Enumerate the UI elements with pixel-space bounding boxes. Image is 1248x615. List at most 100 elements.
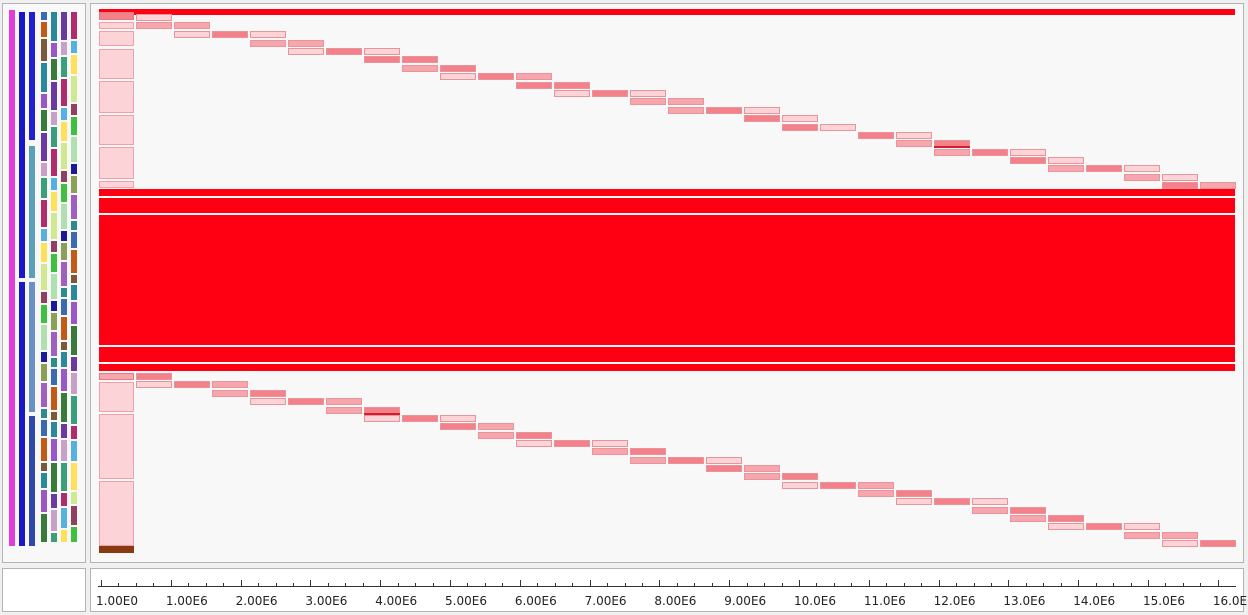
call-block[interactable]: [744, 115, 780, 122]
flame-timeline-panel[interactable]: [90, 3, 1244, 563]
call-block[interactable]: [1010, 149, 1046, 156]
call-block[interactable]: [934, 498, 970, 505]
call-block[interactable]: [630, 448, 666, 455]
call-block[interactable]: [554, 90, 590, 97]
call-block[interactable]: [99, 181, 134, 188]
call-block[interactable]: [478, 432, 514, 439]
call-block[interactable]: [99, 22, 134, 29]
call-block[interactable]: [136, 373, 172, 380]
main-block-band[interactable]: [99, 198, 1235, 213]
call-block[interactable]: [630, 457, 666, 464]
call-block[interactable]: [1048, 165, 1084, 172]
call-block[interactable]: [1124, 523, 1160, 530]
call-block[interactable]: [478, 423, 514, 430]
call-block[interactable]: [1162, 174, 1198, 181]
call-block[interactable]: [99, 414, 134, 479]
call-block[interactable]: [136, 22, 172, 29]
call-block[interactable]: [99, 382, 134, 412]
call-block[interactable]: [630, 90, 666, 97]
call-block[interactable]: [326, 407, 362, 414]
call-block[interactable]: [1162, 540, 1198, 547]
call-block[interactable]: [668, 457, 704, 464]
call-block[interactable]: [896, 132, 932, 139]
call-block[interactable]: [858, 490, 894, 497]
call-block[interactable]: [1086, 523, 1122, 530]
call-block[interactable]: [668, 98, 704, 105]
call-block-highlight[interactable]: [934, 146, 970, 148]
call-block[interactable]: [1010, 507, 1046, 514]
call-block[interactable]: [516, 73, 552, 80]
call-block[interactable]: [99, 115, 134, 145]
call-block[interactable]: [516, 440, 552, 447]
call-block[interactable]: [1162, 182, 1198, 189]
call-block[interactable]: [1124, 174, 1160, 181]
call-block[interactable]: [250, 31, 286, 38]
call-block[interactable]: [440, 415, 476, 422]
call-block[interactable]: [1200, 182, 1236, 189]
call-block[interactable]: [174, 381, 210, 388]
call-block[interactable]: [136, 14, 172, 21]
main-block[interactable]: [99, 215, 1235, 345]
call-block[interactable]: [250, 390, 286, 397]
call-block[interactable]: [99, 373, 134, 380]
call-block[interactable]: [516, 432, 552, 439]
call-block[interactable]: [250, 398, 286, 405]
call-block[interactable]: [1048, 523, 1084, 530]
call-block[interactable]: [288, 48, 324, 55]
call-block[interactable]: [972, 507, 1008, 514]
call-block[interactable]: [212, 381, 248, 388]
call-block[interactable]: [99, 147, 134, 179]
call-block[interactable]: [288, 40, 324, 47]
call-block[interactable]: [1048, 157, 1084, 164]
call-block[interactable]: [99, 481, 134, 546]
call-block[interactable]: [858, 482, 894, 489]
call-block[interactable]: [706, 465, 742, 472]
main-thread-bar[interactable]: [99, 9, 1235, 15]
call-block[interactable]: [364, 48, 400, 55]
call-block[interactable]: [858, 132, 894, 139]
call-block[interactable]: [99, 31, 134, 46]
call-block[interactable]: [896, 140, 932, 147]
call-block[interactable]: [896, 498, 932, 505]
call-block[interactable]: [440, 423, 476, 430]
call-block[interactable]: [1200, 540, 1236, 547]
call-block[interactable]: [1010, 515, 1046, 522]
call-block[interactable]: [744, 107, 780, 114]
call-block[interactable]: [402, 56, 438, 63]
call-block[interactable]: [706, 107, 742, 114]
call-block[interactable]: [174, 22, 210, 29]
call-block[interactable]: [972, 149, 1008, 156]
call-block[interactable]: [402, 415, 438, 422]
call-block[interactable]: [250, 40, 286, 47]
call-block[interactable]: [1010, 157, 1046, 164]
call-block-dark[interactable]: [99, 546, 134, 553]
call-block[interactable]: [478, 73, 514, 80]
main-block-top[interactable]: [99, 189, 1235, 196]
call-block[interactable]: [972, 498, 1008, 505]
main-block-band-lower[interactable]: [99, 347, 1235, 362]
call-block[interactable]: [782, 473, 818, 480]
call-block[interactable]: [326, 398, 362, 405]
call-block[interactable]: [1086, 165, 1122, 172]
call-block[interactable]: [592, 90, 628, 97]
call-block[interactable]: [668, 107, 704, 114]
call-block[interactable]: [896, 490, 932, 497]
call-block[interactable]: [934, 149, 970, 156]
main-block-bottom[interactable]: [99, 364, 1235, 371]
call-block[interactable]: [554, 440, 590, 447]
call-block-highlight[interactable]: [364, 413, 400, 415]
call-block[interactable]: [554, 82, 590, 89]
call-block[interactable]: [99, 12, 134, 20]
call-block[interactable]: [782, 124, 818, 131]
call-block[interactable]: [440, 65, 476, 72]
call-block[interactable]: [212, 390, 248, 397]
call-block[interactable]: [326, 48, 362, 55]
call-block[interactable]: [782, 115, 818, 122]
call-block[interactable]: [1124, 532, 1160, 539]
call-block[interactable]: [820, 482, 856, 489]
call-block[interactable]: [174, 31, 210, 38]
call-block[interactable]: [1048, 515, 1084, 522]
call-block[interactable]: [630, 98, 666, 105]
call-block[interactable]: [440, 73, 476, 80]
call-block[interactable]: [136, 381, 172, 388]
